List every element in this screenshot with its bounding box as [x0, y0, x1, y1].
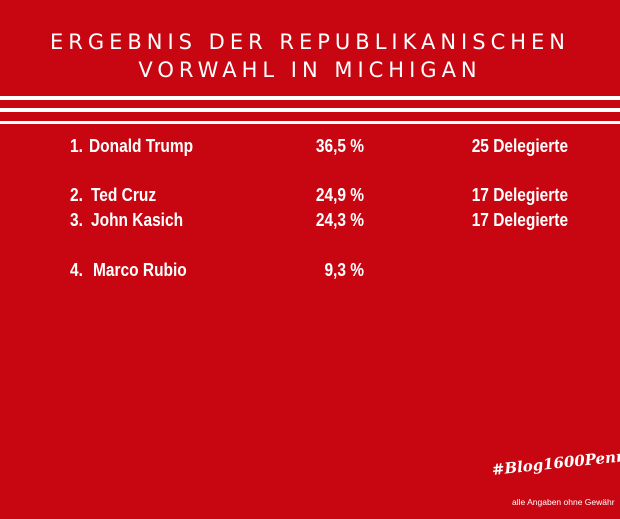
result-delegates-3: 17 Delegierte: [471, 210, 568, 230]
divider-stripe-1: [0, 96, 620, 100]
result-rank-2: 2.: [70, 185, 83, 205]
result-rank-1: 1.: [70, 136, 83, 156]
result-delegates-2: 17 Delegierte: [471, 185, 568, 205]
result-rank-3: 3.: [70, 210, 83, 230]
result-percent-1: 36,5 %: [315, 136, 364, 156]
result-rank-4: 4.: [70, 260, 83, 280]
result-percent-2: 24,9 %: [315, 185, 364, 205]
result-percent-4: 9,3 %: [324, 260, 364, 280]
result-percent-3: 24,3 %: [315, 210, 364, 230]
title-line-1: ERGEBNIS DER REPUBLIKANISCHEN: [49, 30, 571, 54]
title-line-2: VORWAHL IN MICHIGAN: [138, 58, 482, 82]
hashtag-signature: #Blog1600Penn: [491, 446, 620, 479]
divider-stripe-3: [0, 121, 620, 124]
result-name-1: Donald Trump: [89, 136, 194, 156]
disclaimer-text: alle Angaben ohne Gewähr: [512, 497, 615, 507]
result-name-4: Marco Rubio: [93, 260, 187, 280]
result-name-3: John Kasich: [91, 210, 184, 230]
result-name-2: Ted Cruz: [91, 185, 157, 205]
divider-stripe-2: [0, 108, 620, 112]
result-delegates-1: 25 Delegierte: [471, 136, 568, 156]
